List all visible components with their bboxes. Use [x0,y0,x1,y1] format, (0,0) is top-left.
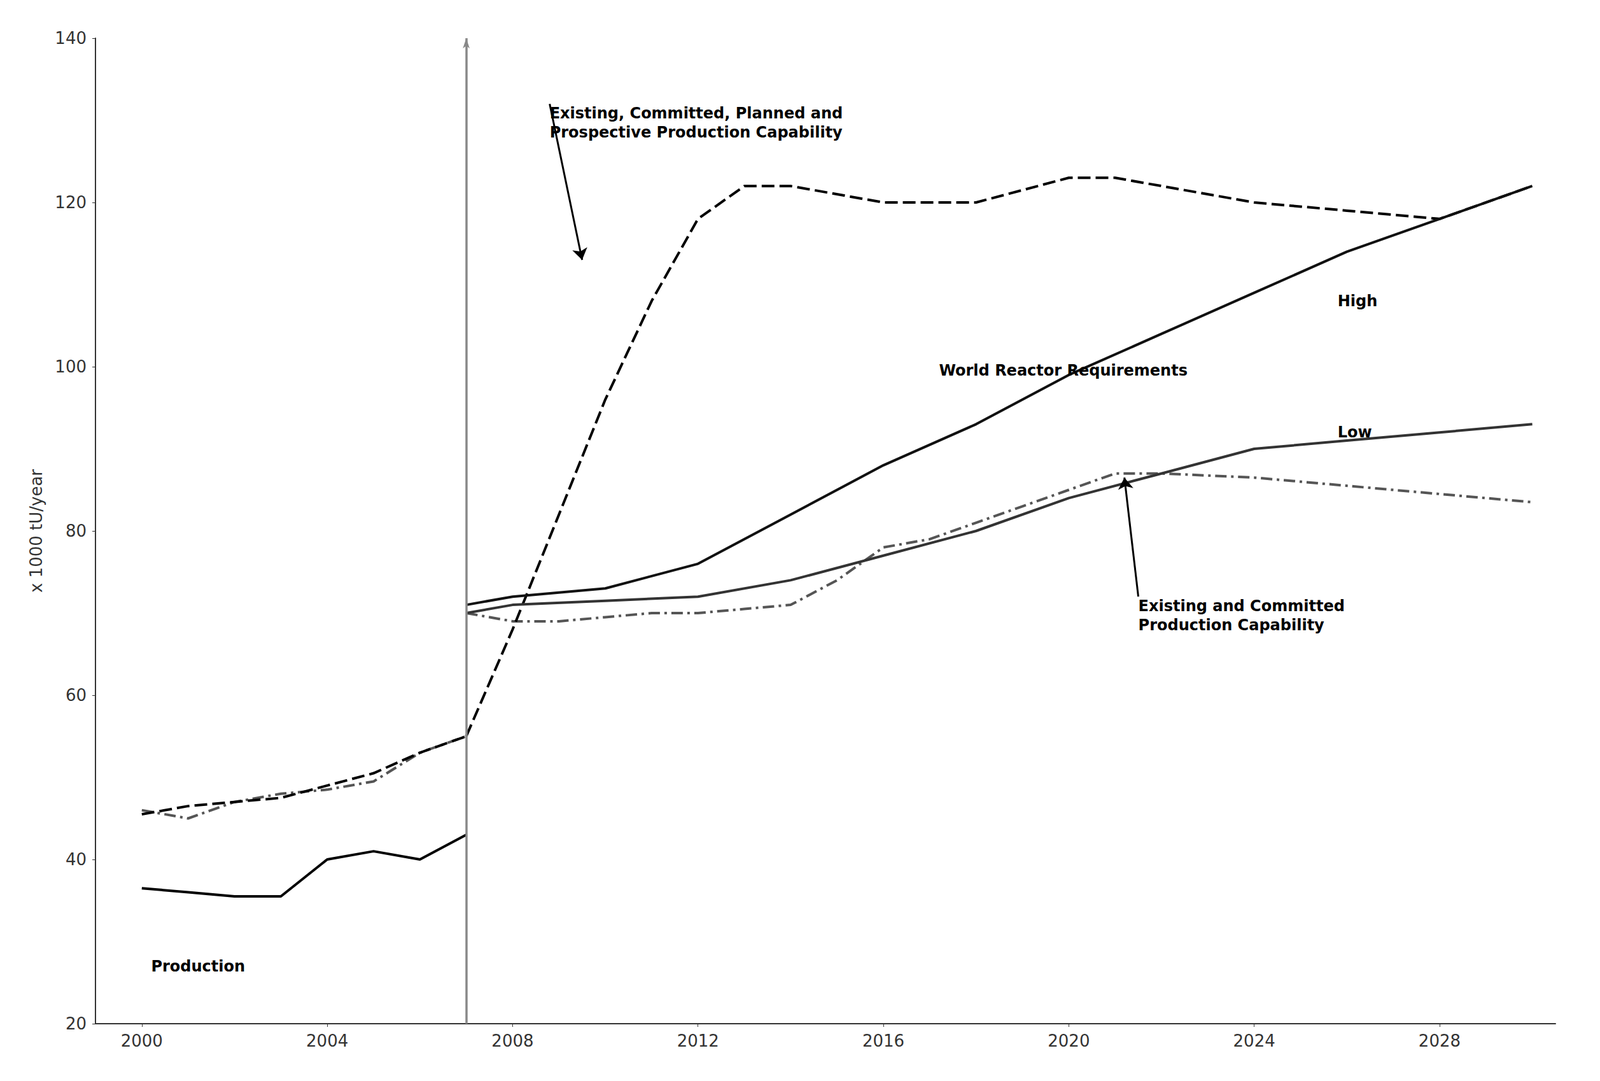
svg-text:80: 80 [65,521,87,541]
svg-text:120: 120 [54,192,87,212]
svg-text:High: High [1337,292,1378,310]
svg-text:Existing and Committed: Existing and Committed [1138,596,1345,615]
svg-text:20: 20 [65,1013,87,1033]
svg-text:World Reactor Requirements: World Reactor Requirements [938,361,1188,380]
svg-text:Prospective Production Capabil: Prospective Production Capability [549,123,843,142]
svg-text:Low: Low [1337,423,1373,442]
svg-text:2008: 2008 [491,1031,534,1051]
svg-text:2004: 2004 [306,1031,349,1051]
svg-text:Production: Production [150,957,246,976]
svg-text:2020: 2020 [1047,1031,1090,1051]
svg-text:2028: 2028 [1418,1031,1461,1051]
svg-text:2024: 2024 [1233,1031,1276,1051]
svg-text:2016: 2016 [862,1031,905,1051]
svg-text:40: 40 [65,849,87,869]
svg-text:Existing, Committed, Planned a: Existing, Committed, Planned and [549,104,844,123]
svg-text:Production Capability: Production Capability [1138,616,1326,634]
svg-text:2012: 2012 [677,1031,720,1051]
svg-text:140: 140 [54,28,87,48]
svg-text:100: 100 [54,357,87,377]
svg-text:2000: 2000 [120,1031,163,1051]
svg-text:x 1000 tU/year: x 1000 tU/year [26,469,46,593]
svg-text:60: 60 [65,685,87,705]
